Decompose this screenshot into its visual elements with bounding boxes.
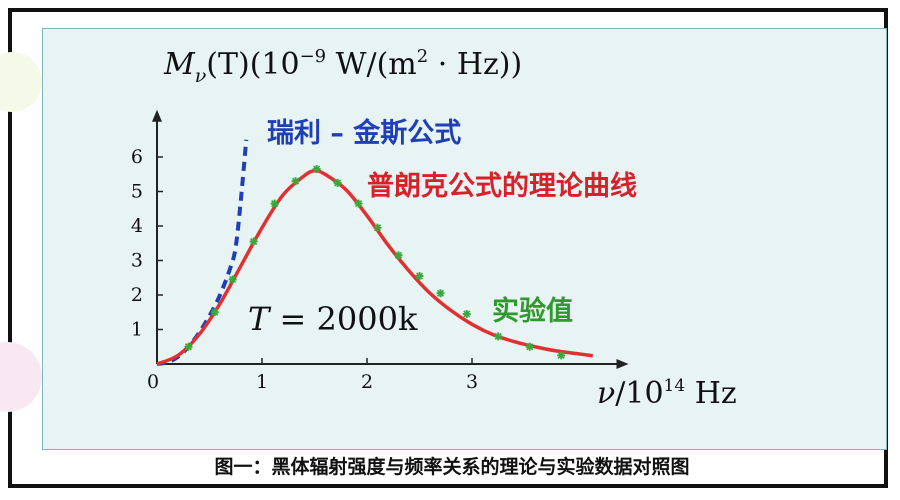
x-axis-title-symbol: ν (597, 376, 615, 411)
temperature-value: = 2000k (269, 300, 418, 338)
y-axis-arrow (152, 109, 162, 122)
y-tick-label: 5 (131, 181, 143, 203)
x-axis-title-part: /10 (615, 376, 663, 411)
figure-caption: 图一：黑体辐射强度与频率关系的理论与实验数据对照图 (214, 456, 690, 478)
y-tick-label: 1 (131, 319, 143, 341)
experiment-marker (184, 342, 193, 351)
y-tick-label: 4 (131, 215, 143, 237)
experiment-marker (333, 178, 342, 187)
experiment-marker (354, 199, 363, 208)
y-axis-title-part: · Hz)) (428, 47, 522, 82)
axes: 0 1 2 3 1 2 3 4 5 6 (131, 109, 629, 393)
x-axis-title-exponent: 14 (664, 376, 686, 396)
x-axis-title-part: Hz (685, 376, 737, 411)
plot-panel (42, 28, 887, 450)
y-axis-title-exponent: 2 (417, 46, 428, 67)
experiment-marker (291, 177, 300, 186)
y-tick-label: 6 (131, 146, 143, 168)
y-axis-title-subscript: ν (195, 65, 207, 87)
y-axis-title-symbol: M (163, 47, 196, 82)
experiment-marker (494, 332, 503, 341)
experiment-marker (270, 199, 279, 208)
y-tick-label: 3 (131, 250, 143, 272)
x-tick-label: 3 (466, 371, 478, 393)
experiment-marker (436, 289, 445, 298)
label-planck: 普朗克公式的理论曲线 (367, 170, 637, 202)
x-tick-label: 0 (147, 371, 159, 393)
experiment-marker (249, 237, 258, 246)
x-axis-arrow (616, 359, 629, 369)
x-axis-title: ν/1014 Hz (597, 376, 737, 411)
experiment-marker (557, 351, 566, 360)
label-experiment: 实验值 (492, 295, 573, 327)
x-tick-label: 1 (256, 371, 268, 393)
y-tick-label: 2 (131, 284, 143, 306)
y-axis-title-part: (T)(10 (206, 47, 299, 82)
y-axis-title-part: W/(m (326, 47, 417, 82)
series-layer (156, 139, 593, 366)
y-axis-title: Mν(T)(10−9 W/(m2 · Hz)) (163, 46, 522, 87)
experiment-marker (228, 275, 237, 284)
experiment-marker (312, 165, 321, 174)
experiment-marker (415, 272, 424, 281)
experiment-marker (462, 309, 471, 318)
x-tick-label: 2 (361, 371, 373, 393)
experiment-marker (210, 308, 219, 317)
temperature-label: T = 2000k (248, 300, 418, 338)
label-rayleigh-jeans: 瑞利 – 金斯公式 (267, 117, 461, 149)
experiment-marker (394, 251, 403, 260)
experiment-marker (525, 342, 534, 351)
temperature-symbol: T (248, 300, 272, 338)
y-axis-title-exponent: −9 (300, 46, 327, 67)
experiment-marker (373, 223, 382, 232)
